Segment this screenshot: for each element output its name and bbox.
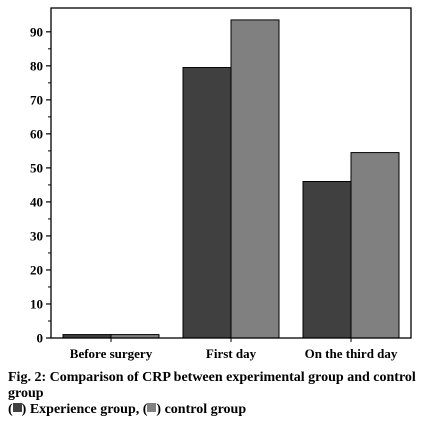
legend-label-control: ) control group <box>156 402 247 417</box>
bar-series1-cat3 <box>302 181 352 339</box>
bar-series2-cat3 <box>350 152 400 339</box>
bar-series1-cat2 <box>182 67 232 339</box>
y-tick-label-20: 20 <box>30 262 43 277</box>
y-tick-label-60: 60 <box>30 126 43 141</box>
plot-area: Before surgery First day On the third day 0… <box>30 7 412 361</box>
y-tick-label-70: 70 <box>30 92 43 107</box>
figure-caption: Fig. 2: Comparison of CRP between experi… <box>8 370 440 418</box>
y-tick-label-30: 30 <box>30 228 43 243</box>
bar-chart: Before surgery First day On the third day 0… <box>30 7 412 361</box>
x-tick-label-1: Before surgery <box>70 346 153 361</box>
caption-legend: ( ) Experience group, ( ) control group <box>8 402 440 418</box>
legend-swatch-control <box>147 403 157 412</box>
legend-swatch-experience <box>12 403 22 412</box>
legend-open-paren: ( <box>8 402 13 417</box>
legend-label-experience: ) Experience group, ( <box>21 402 148 417</box>
y-tick-label-40: 40 <box>30 194 43 209</box>
y-tick-label-50: 50 <box>30 160 43 175</box>
x-tick-label-3: On the third day <box>305 346 398 361</box>
x-tick-label-2: First day <box>206 346 257 361</box>
bar-series2-cat2 <box>230 19 280 339</box>
y-tick-label-10: 10 <box>30 296 43 311</box>
y-tick-label-80: 80 <box>30 58 43 73</box>
axes-frame <box>50 7 412 339</box>
y-tick-label-90: 90 <box>30 24 43 39</box>
caption-title: Fig. 2: Comparison of CRP between experi… <box>8 370 416 401</box>
y-tick-label-0: 0 <box>37 331 44 346</box>
